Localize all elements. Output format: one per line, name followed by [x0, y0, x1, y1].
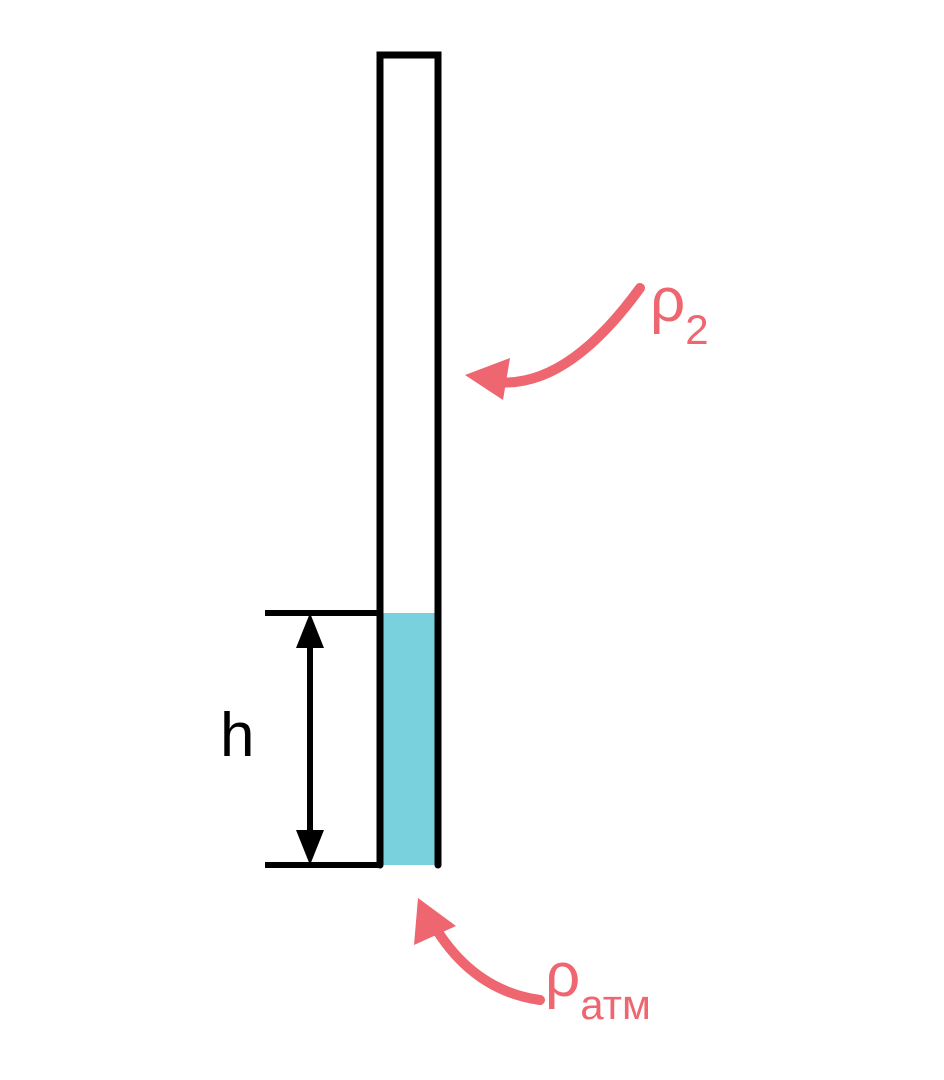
- label-patm-base: ρ: [545, 941, 580, 1010]
- diagram-svg: [0, 0, 944, 1080]
- label-p2-base: ρ: [650, 266, 685, 335]
- height-arrow-bottom-icon: [296, 830, 324, 865]
- label-patm: ρатм: [545, 940, 651, 1019]
- label-patm-sub: атм: [580, 981, 651, 1028]
- pointer-p2-arrow-icon: [465, 358, 510, 400]
- label-h: h: [220, 700, 254, 771]
- height-arrow-top-icon: [296, 613, 324, 648]
- pointer-patm-arrow-icon: [414, 898, 456, 945]
- label-p2: ρ2: [650, 265, 709, 344]
- label-h-text: h: [220, 701, 254, 770]
- label-p2-sub: 2: [685, 306, 708, 353]
- diagram-container: h ρ2 ρатм: [0, 0, 944, 1080]
- liquid-fill: [383, 613, 435, 865]
